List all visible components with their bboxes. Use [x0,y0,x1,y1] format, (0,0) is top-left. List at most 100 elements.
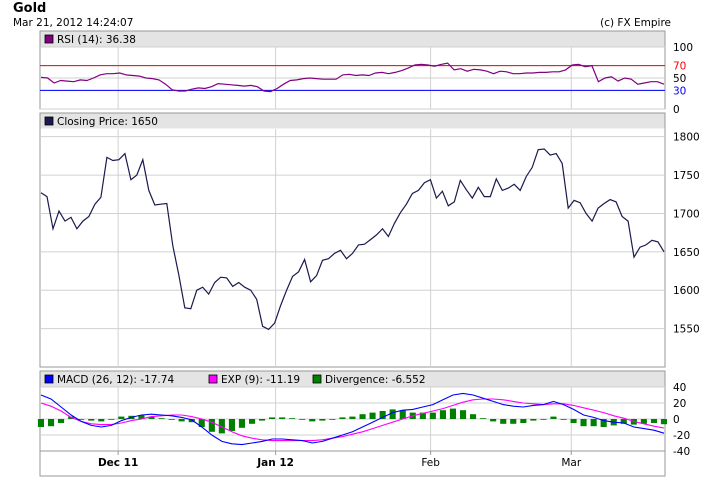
divergence-bar [218,419,225,434]
divergence-bar [88,419,95,421]
divergence-bar [449,408,456,419]
divergence-bar [98,419,105,422]
divergence-bar [600,419,607,427]
y-tick-label: 1600 [673,285,700,297]
divergence-bar [590,419,597,427]
legend-label: EXP (9): -11.19 [221,374,300,386]
chart-copyright: (c) FX Empire [600,17,671,29]
chart-title: Gold [13,1,46,16]
divergence-bar [198,419,205,427]
macd-panel: 40 20 0 -20 -40 MACD (26, 12): -17.74 EXP (9):… [37,370,690,458]
x-tick-label: Mar [561,457,581,469]
legend-band [40,371,665,387]
y-tick-label: 1650 [673,247,700,259]
legend-swatch [312,374,322,384]
divergence-bar [560,419,567,420]
divergence-bar [580,419,587,427]
divergence-bar [419,412,426,419]
divergence-bar [570,419,577,423]
divergence-bar [238,419,245,428]
y-tick-label: -20 [673,430,690,442]
divergence-bar [118,416,125,419]
legend-swatch [44,34,54,44]
y-tick-label: 100 [673,42,693,54]
divergence-bar [78,419,85,420]
legend-swatch [44,374,54,384]
legend-swatch [208,374,218,384]
divergence-bar [269,417,276,419]
y-tick-label: 1550 [673,324,700,336]
divergence-bar [490,419,497,422]
macd-line [40,392,665,446]
y-tick-label: 30 [673,85,686,97]
divergence-bar [37,419,44,427]
divergence-bar [319,419,326,421]
legend-band [40,31,665,47]
divergence-bar [550,416,557,419]
legend-label: MACD (26, 12): -17.74 [57,374,174,386]
divergence-bar [249,419,256,424]
y-tick-label: 1800 [673,132,700,144]
chart-timestamp: Mar 21, 2012 14:24:07 [13,17,133,29]
divergence-bar [339,417,346,419]
divergence-bar [439,410,446,419]
divergence-bar [108,419,115,420]
divergence-bar [279,417,286,419]
divergence-bar [138,415,145,419]
legend-label: Closing Price: 1650 [57,116,158,128]
price-panel: 1800 1750 1700 1650 1600 1550 Closing Price: 1… [39,112,700,368]
divergence-bar [289,418,296,419]
y-tick-label: 1700 [673,208,700,220]
divergence-bar [329,419,336,420]
divergence-bar [660,419,667,425]
y-tick-label: -40 [673,446,690,458]
divergence-bar [389,409,396,419]
divergence-bar [359,414,366,419]
divergence-bar [650,419,657,423]
x-tick-label: Jan 12 [256,457,294,469]
divergence-bar [429,412,436,419]
y-tick-label: 0 [673,414,680,426]
divergence-bar [500,419,507,424]
rsi-line [40,62,665,93]
divergence-bar [259,419,266,421]
y-tick-label: 20 [673,398,686,410]
divergence-bar [640,419,647,424]
x-axis: Dec 11 Jan 12 Feb Mar [39,450,666,477]
divergence-bar [349,416,356,419]
divergence-bar [540,419,547,420]
divergence-bar [188,419,195,423]
y-tick-label: 0 [673,104,680,116]
legend-band [40,113,665,129]
divergence-bar [299,419,306,420]
divergence-bar [48,419,55,427]
divergence-bar [168,419,175,420]
divergence-bar [510,419,517,424]
divergence-bar [520,419,527,423]
divergence-bar [460,410,467,419]
y-tick-label: 1750 [673,170,700,182]
legend-label: Divergence: -6.552 [325,374,426,386]
divergence-bar [620,419,627,424]
legend-swatch [44,116,54,126]
legend-label: RSI (14): 36.38 [57,34,136,46]
divergence-bar [470,414,477,419]
divergence-bar [158,418,165,419]
x-tick-label: Feb [421,457,440,469]
divergence-bar [148,416,155,419]
divergence-bar [369,412,376,419]
divergence-bar [309,419,316,422]
price-line [40,148,665,331]
divergence-bar [178,419,185,422]
y-tick-label: 50 [673,73,686,85]
divergence-bar [379,411,386,419]
divergence-bar [530,419,537,421]
x-tick-label: Dec 11 [98,457,138,469]
divergence-bar [228,419,235,431]
y-tick-label: 40 [673,382,686,394]
divergence-bar [399,410,406,419]
panel-frame [39,112,666,368]
divergence-bar [58,419,65,423]
